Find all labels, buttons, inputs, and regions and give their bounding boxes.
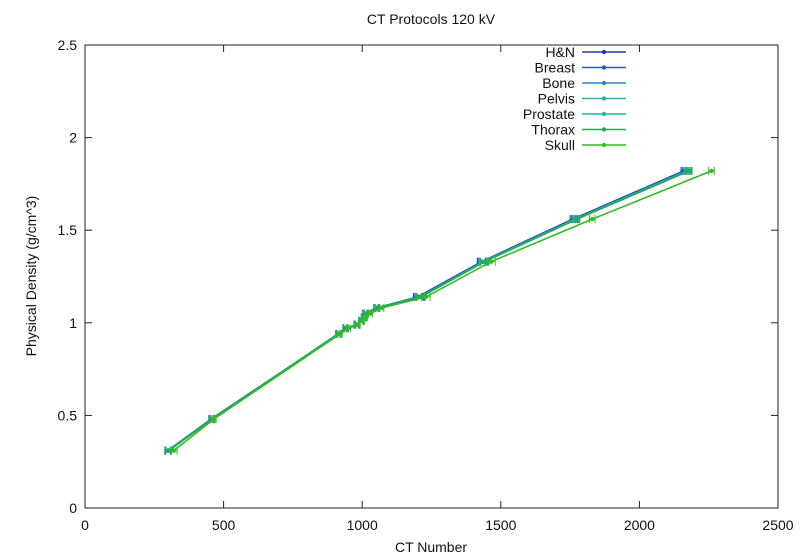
y-axis: 0 0.5 1 1.5 2 2.5	[58, 37, 778, 516]
data-point	[574, 216, 580, 222]
series-line	[167, 170, 689, 452]
series-line	[168, 170, 690, 452]
legend-marker	[601, 111, 607, 117]
data-point	[687, 168, 692, 174]
legend-label: Thorax	[531, 122, 575, 138]
legend-marker	[601, 65, 607, 70]
y-tick-label: 1.5	[58, 222, 78, 238]
data-point	[488, 259, 494, 264]
x-tick-label: 0	[81, 517, 89, 533]
y-tick-label: 2	[69, 130, 77, 146]
legend-marker	[601, 80, 607, 86]
legend-label: H&N	[545, 44, 575, 60]
legend-label: Prostate	[523, 106, 575, 122]
data-point	[368, 311, 373, 316]
x-axis-label: CT Number	[395, 539, 467, 555]
series-h-n	[164, 166, 688, 455]
x-tick-label: 2000	[624, 517, 655, 533]
data-point	[709, 168, 714, 174]
series-line	[173, 170, 712, 452]
x-axis: 0 500 1000 1500 2000 2500	[81, 45, 794, 533]
y-tick-label: 0	[69, 500, 77, 516]
plot-area	[84, 44, 779, 509]
data-point	[590, 216, 595, 222]
series-breast	[164, 166, 689, 455]
x-tick-label: 1500	[485, 517, 516, 533]
data-point	[211, 416, 217, 422]
y-axis-label: Physical Density (g/cm^3)	[23, 196, 39, 357]
y-tick-label: 2.5	[58, 37, 78, 53]
data-point	[482, 259, 487, 264]
y-tick-label: 0.5	[58, 407, 78, 423]
series-line	[168, 170, 690, 452]
y-tick-label: 1	[69, 315, 77, 331]
x-tick-label: 1000	[347, 517, 378, 533]
data-point	[363, 315, 368, 320]
data-point	[346, 326, 351, 331]
x-tick-label: 2500	[762, 517, 793, 533]
data-point	[166, 448, 171, 453]
series-layer	[164, 166, 715, 455]
legend-marker	[601, 127, 607, 132]
chart-title: CT Protocols 120 kV	[367, 11, 496, 27]
legend-marker	[601, 142, 607, 148]
series-pelvis	[164, 166, 692, 455]
series-skull	[169, 166, 715, 455]
legend-label: Bone	[542, 75, 575, 91]
legend-label: Breast	[535, 60, 576, 76]
legend-marker	[601, 49, 607, 55]
data-point	[171, 448, 176, 453]
data-point	[355, 322, 361, 327]
data-point	[379, 305, 384, 311]
series-bone	[164, 166, 690, 455]
legend-label: Pelvis	[538, 91, 575, 107]
legend-marker	[601, 96, 607, 101]
data-point	[337, 331, 343, 337]
x-tick-label: 500	[212, 517, 236, 533]
legend-label: Skull	[545, 137, 575, 153]
data-point	[423, 294, 429, 300]
